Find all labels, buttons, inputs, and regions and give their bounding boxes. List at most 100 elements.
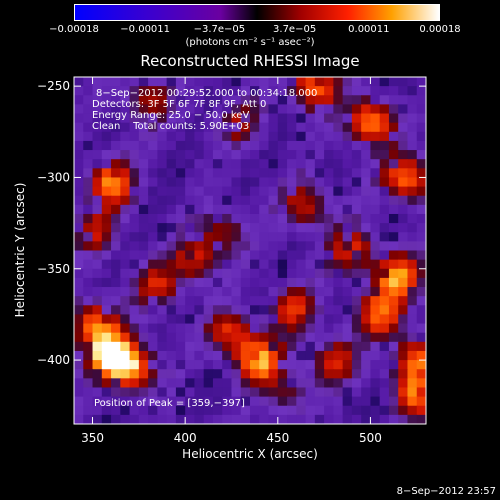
- heatmap-cell: [268, 350, 279, 361]
- heatmap-cell: [379, 387, 390, 398]
- heatmap-cell: [287, 414, 297, 424]
- heatmap-cell: [120, 131, 131, 142]
- heatmap-cell: [287, 396, 297, 407]
- heatmap-cell: [351, 213, 362, 224]
- heatmap-cell: [398, 323, 409, 334]
- heatmap-cell: [277, 232, 288, 242]
- heatmap-cell: [175, 268, 186, 279]
- heatmap-cell: [342, 195, 353, 206]
- heatmap-cell: [398, 232, 409, 242]
- heatmap-cell: [277, 186, 288, 197]
- heatmap-cell: [212, 195, 223, 206]
- heatmap-cell: [333, 213, 344, 224]
- x-tick-label: 350: [81, 431, 104, 445]
- heatmap-cell: [379, 405, 390, 416]
- heatmap-cell: [370, 360, 381, 370]
- heatmap-cell: [212, 277, 223, 288]
- heatmap-cell: [111, 131, 121, 142]
- heatmap-cell: [157, 360, 168, 370]
- heatmap-cell: [287, 405, 297, 416]
- heatmap-cell: [185, 241, 196, 252]
- heatmap-cell: [287, 314, 297, 325]
- heatmap-cell: [138, 323, 149, 334]
- heatmap-cell: [222, 168, 233, 179]
- heatmap-cell: [83, 140, 94, 151]
- heatmap-cell: [92, 277, 103, 288]
- heatmap-cell: [351, 414, 362, 424]
- heatmap-cell: [138, 341, 149, 352]
- heatmap-cell: [231, 332, 242, 343]
- heatmap-cell: [398, 396, 409, 407]
- heatmap-cell: [83, 241, 94, 252]
- heatmap-cell: [296, 305, 307, 316]
- heatmap-cell: [240, 350, 251, 361]
- heatmap-cell: [361, 277, 372, 288]
- heatmap-cell: [92, 332, 103, 343]
- heatmap-cell: [129, 268, 140, 279]
- heatmap-cell: [398, 369, 409, 379]
- heatmap-cell: [138, 104, 149, 115]
- heatmap-cell: [388, 104, 399, 115]
- heatmap-cell: [166, 195, 177, 206]
- chart-title: Reconstructed RHESSI Image: [140, 52, 360, 70]
- heatmap-cell: [138, 369, 149, 379]
- heatmap-cell: [287, 296, 297, 306]
- heatmap-cell: [259, 140, 270, 151]
- heatmap-cell: [203, 414, 214, 424]
- heatmap-cell: [240, 104, 251, 115]
- heatmap-cell: [194, 241, 205, 252]
- heatmap-cell: [129, 332, 140, 343]
- heatmap-cell: [259, 268, 270, 279]
- heatmap-cell: [138, 122, 149, 133]
- heatmap-cell: [212, 113, 223, 124]
- heatmap-cell: [268, 405, 279, 416]
- heatmap-cell: [324, 177, 334, 188]
- heatmap-cell: [370, 213, 381, 224]
- heatmap-cell: [398, 168, 409, 179]
- heatmap-cell: [324, 250, 334, 261]
- heatmap-cell: [361, 168, 372, 179]
- heatmap-cell: [287, 250, 297, 261]
- heatmap-cell: [416, 323, 426, 334]
- heatmap-cell: [379, 213, 390, 224]
- heatmap-cell: [268, 150, 279, 160]
- heatmap-cell: [305, 341, 316, 352]
- heatmap-cell: [388, 159, 399, 169]
- heatmap-cell: [398, 177, 409, 188]
- heatmap-cell: [351, 140, 362, 151]
- heatmap-cell: [185, 213, 196, 224]
- heatmap-cell: [259, 250, 270, 261]
- heatmap-cell: [416, 232, 426, 242]
- heatmap-cell: [203, 296, 214, 306]
- heatmap-cell: [138, 332, 149, 343]
- colorbar-tick-label: −3.7e−05: [193, 24, 246, 35]
- heatmap-cell: [416, 113, 426, 124]
- heatmap-cell: [250, 287, 260, 297]
- heatmap-cell: [314, 204, 325, 215]
- heatmap-cell: [407, 122, 418, 133]
- heatmap-cell: [157, 405, 168, 416]
- heatmap-cell: [379, 341, 390, 352]
- heatmap-cell: [351, 104, 362, 115]
- heatmap-cell: [157, 113, 168, 124]
- heatmap-cell: [74, 305, 84, 316]
- heatmap-cell: [333, 223, 344, 233]
- heatmap-cell: [361, 360, 372, 370]
- heatmap-cell: [111, 250, 121, 261]
- heatmap-cell: [259, 159, 270, 169]
- heatmap-cell: [194, 250, 205, 261]
- heatmap-cell: [388, 140, 399, 151]
- heatmap-cell: [185, 95, 196, 105]
- heatmap-cell: [101, 232, 112, 242]
- heatmap-cell: [398, 77, 409, 87]
- heatmap-cell: [185, 223, 196, 233]
- heatmap-cell: [222, 277, 233, 288]
- heatmap-cell: [203, 360, 214, 370]
- heatmap-cell: [129, 122, 140, 133]
- heatmap-cell: [324, 378, 334, 389]
- heatmap-cell: [74, 250, 84, 261]
- heatmap-cell: [416, 204, 426, 215]
- heatmap-cell: [388, 341, 399, 352]
- heatmap-cell: [203, 323, 214, 334]
- heatmap-cell: [212, 305, 223, 316]
